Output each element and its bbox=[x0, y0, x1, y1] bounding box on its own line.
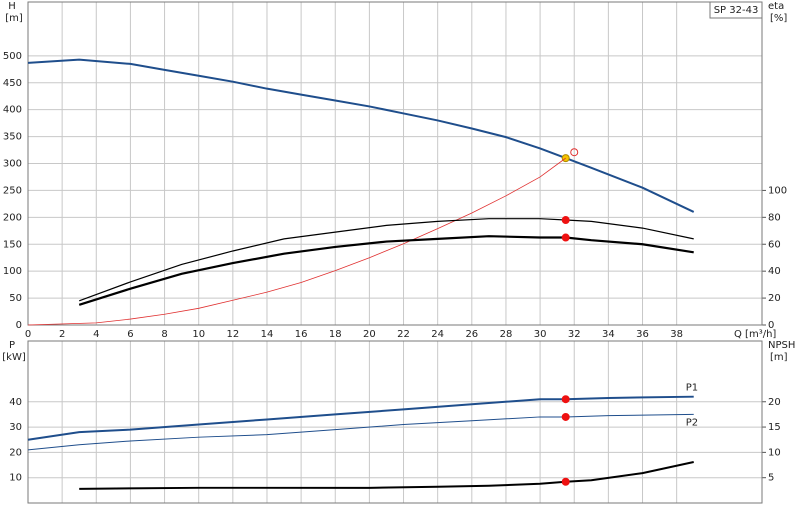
operating-point bbox=[561, 233, 570, 242]
y-tick-label: 300 bbox=[3, 159, 22, 170]
curve-label: P1 bbox=[686, 383, 698, 394]
y-tick-label: 100 bbox=[3, 266, 22, 277]
y-tick-label: 10 bbox=[9, 473, 22, 484]
x-tick-label: 12 bbox=[226, 329, 239, 340]
y-tick-label: 450 bbox=[3, 78, 22, 89]
x-axis-label: Q [m³/h] bbox=[734, 329, 776, 340]
x-tick-label: 20 bbox=[363, 329, 376, 340]
curve bbox=[27, 395, 694, 441]
x-tick-label: 14 bbox=[261, 329, 274, 340]
title-box bbox=[709, 1, 763, 19]
y2-axis-unit: [%] bbox=[770, 13, 787, 24]
x-tick-label: 8 bbox=[161, 329, 167, 340]
plot-background bbox=[28, 341, 762, 503]
y-tick-label: 20 bbox=[9, 447, 22, 458]
y2-axis-unit: [m] bbox=[770, 352, 788, 363]
y-axis-unit: [kW] bbox=[2, 352, 26, 363]
x-tick-label: 26 bbox=[465, 329, 478, 340]
plot-frame bbox=[27, 340, 763, 504]
x-tick-label: 30 bbox=[534, 329, 547, 340]
y-tick-label: 150 bbox=[3, 239, 22, 250]
y2-axis-label: NPSH bbox=[768, 340, 795, 351]
operating-point bbox=[561, 216, 570, 225]
y-tick-label: 350 bbox=[3, 132, 22, 143]
y-tick-label: 250 bbox=[3, 185, 22, 196]
y-tick-label: 0 bbox=[16, 320, 22, 331]
x-tick-label: 4 bbox=[93, 329, 99, 340]
x-tick-label: 22 bbox=[397, 329, 410, 340]
y2-tick-label: 10 bbox=[768, 447, 781, 458]
curve bbox=[27, 157, 566, 326]
operating-point bbox=[561, 477, 570, 486]
y2-tick-label: 80 bbox=[768, 212, 781, 223]
x-tick-label: 38 bbox=[670, 329, 683, 340]
operating-point bbox=[570, 148, 579, 157]
y-axis-unit: [m] bbox=[5, 13, 23, 24]
y-tick-label: 200 bbox=[3, 212, 22, 223]
y2-tick-label: 20 bbox=[768, 293, 781, 304]
operating-point bbox=[561, 395, 570, 404]
x-tick-label: 6 bbox=[127, 329, 133, 340]
y-axis-label: H bbox=[8, 1, 16, 12]
x-tick-label: 24 bbox=[431, 329, 444, 340]
x-tick-label: 36 bbox=[636, 329, 649, 340]
y-tick-label: 400 bbox=[3, 105, 22, 116]
x-tick-label: 28 bbox=[500, 329, 513, 340]
x-tick-label: 10 bbox=[192, 329, 205, 340]
y-tick-label: 40 bbox=[9, 397, 22, 408]
y-tick-label: 500 bbox=[3, 51, 22, 62]
plot-frame bbox=[27, 1, 763, 326]
x-tick-label: 32 bbox=[568, 329, 581, 340]
x-tick-label: 16 bbox=[295, 329, 308, 340]
y2-axis-label: eta bbox=[768, 1, 784, 12]
y2-tick-label: 15 bbox=[768, 422, 781, 433]
y2-tick-label: 0 bbox=[768, 320, 774, 331]
curve bbox=[79, 218, 694, 302]
y-axis-label: P bbox=[9, 340, 15, 351]
y-tick-label: 50 bbox=[9, 293, 22, 304]
curve-label: P2 bbox=[686, 417, 698, 428]
y2-tick-label: 40 bbox=[768, 266, 781, 277]
x-tick-label: 18 bbox=[329, 329, 342, 340]
x-tick-label: 0 bbox=[25, 329, 31, 340]
curve bbox=[27, 413, 694, 451]
curve bbox=[79, 461, 694, 490]
x-tick-label: 2 bbox=[59, 329, 65, 340]
y2-tick-label: 5 bbox=[768, 473, 774, 484]
y2-tick-label: 60 bbox=[768, 239, 781, 250]
y2-tick-label: 100 bbox=[768, 185, 787, 196]
x-tick-label: 34 bbox=[602, 329, 615, 340]
chart-title: SP 32-43 bbox=[714, 5, 759, 16]
operating-point bbox=[561, 412, 570, 421]
y-tick-label: 30 bbox=[9, 422, 22, 433]
y2-tick-label: 20 bbox=[768, 397, 781, 408]
curve bbox=[78, 235, 694, 306]
